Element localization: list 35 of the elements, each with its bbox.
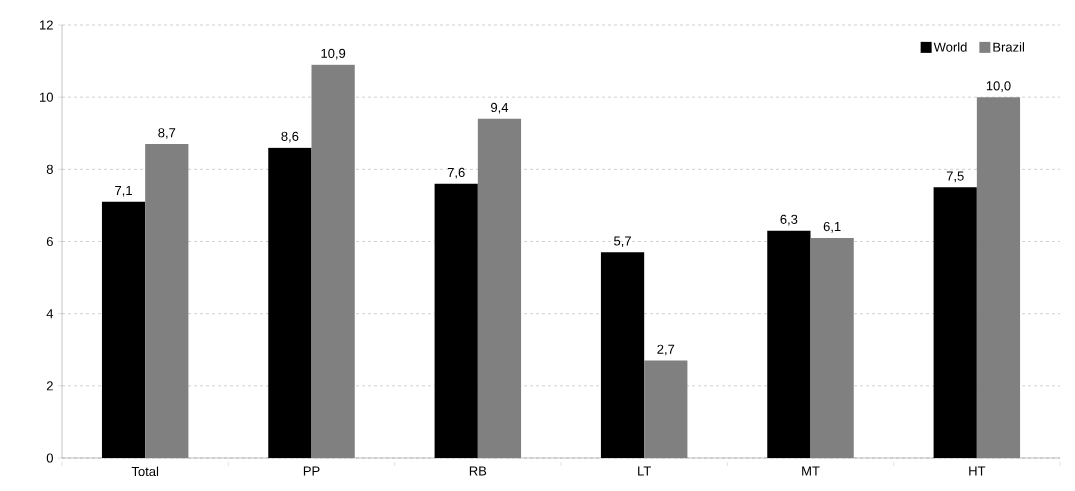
bar [933,187,977,458]
data-label: 10,0 [986,81,1011,92]
data-label: 10,9 [321,48,346,60]
y-tick-label: 6 [46,236,53,247]
x-tick-label: HT [969,466,986,476]
x-tick-label: LT [638,466,651,476]
y-tick-label: 8 [46,164,53,174]
data-label: 7,5 [946,171,964,183]
data-label: 7,6 [447,167,465,179]
bar [434,183,478,458]
x-tick-label: Total [131,466,159,477]
bar [101,201,146,458]
y-tick-label: 4 [46,309,54,319]
bar [810,237,854,458]
bar [644,360,688,458]
x-tick-label: MT [802,466,820,476]
x-tick-label: PP [303,466,320,476]
bar [600,252,645,458]
y-tick-label: 10 [40,92,53,102]
data-label: 2,7 [657,344,675,356]
legend-label: World [933,42,967,52]
data-label: 8,7 [158,128,176,139]
y-tick-label: 12 [40,20,53,30]
bar [268,147,312,458]
bar [767,230,811,458]
y-tick-label: 2 [46,381,53,391]
data-label: 6,3 [780,214,798,226]
data-label: 9,4 [491,102,509,114]
data-label: 6,1 [823,221,841,233]
data-label: 5,7 [614,236,631,248]
data-label: 7,1 [115,186,132,197]
x-tick-label: RB [469,466,487,476]
legend-label: Brazil [993,42,1024,52]
data-label: 8,6 [281,131,299,143]
y-tick-label: 0 [46,453,53,463]
